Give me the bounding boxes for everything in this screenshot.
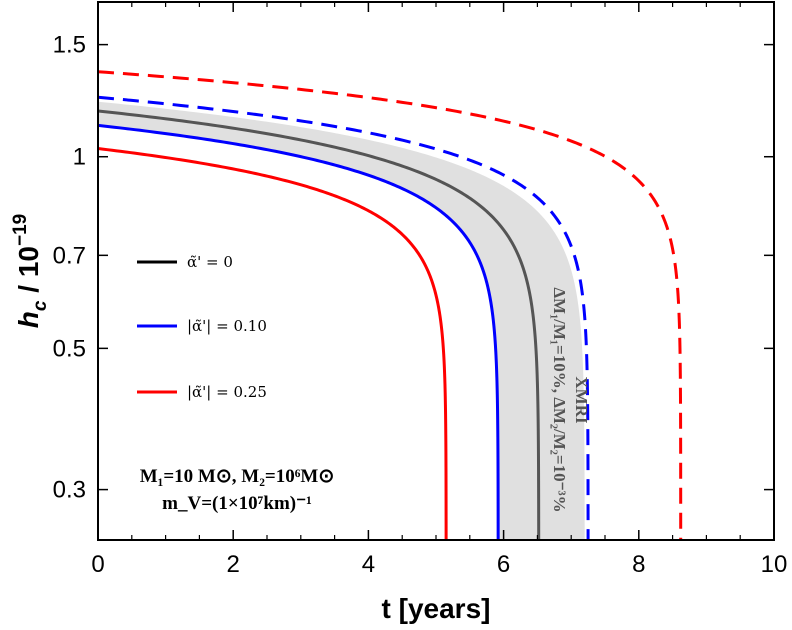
y-tick-label: 0.7 — [53, 242, 86, 269]
x-tick-label: 10 — [761, 551, 788, 578]
series-line-2 — [98, 147, 448, 540]
x-tick-label: 8 — [632, 551, 645, 578]
series-line-1 — [98, 123, 500, 540]
mass-annotation: M₁=10 M⊙, M₂=10⁶M⊙ — [140, 466, 335, 487]
x-tick-label: 6 — [497, 551, 510, 578]
legend-label-1: |α̃'| = 0.10 — [187, 317, 267, 335]
band-annotation: XMRI ΔM₁/M₁=10%, ΔM₂/M₂=10⁻³% — [550, 287, 591, 512]
x-tick-label: 0 — [91, 551, 104, 578]
y-tick-label: 0.5 — [53, 335, 86, 362]
y-tick-label: 1.5 — [53, 32, 86, 59]
legend-label-0: α̃' = 0 — [187, 253, 233, 271]
svg-text:XMRI: XMRI — [572, 376, 591, 424]
legend-label-2: |α̃'| = 0.25 — [187, 383, 267, 401]
series-line-3 — [98, 95, 590, 540]
svg-text:hc / 10−19: hc / 10−19 — [10, 214, 51, 328]
plot-frame — [97, 1, 775, 541]
series-line-0 — [98, 109, 541, 540]
y-tick-label: 0.3 — [53, 477, 86, 504]
xmri-band — [98, 101, 585, 540]
x-axis-title: t [years] — [382, 593, 491, 624]
svg-text:ΔM₁/M₁=10%, ΔM₂/M₂=10⁻³%: ΔM₁/M₁=10%, ΔM₂/M₂=10⁻³% — [550, 287, 569, 512]
legend: α̃' = 0 |α̃'| = 0.10 |α̃'| = 0.25 — [137, 253, 267, 401]
x-tick-label: 2 — [227, 551, 240, 578]
y-tick-label: 1 — [73, 144, 86, 171]
mediator-annotation: m_V=(1×10⁷km)⁻¹ — [162, 493, 312, 514]
x-tick-label: 4 — [362, 551, 375, 578]
y-axis-title: hc / 10−19 — [10, 214, 51, 328]
